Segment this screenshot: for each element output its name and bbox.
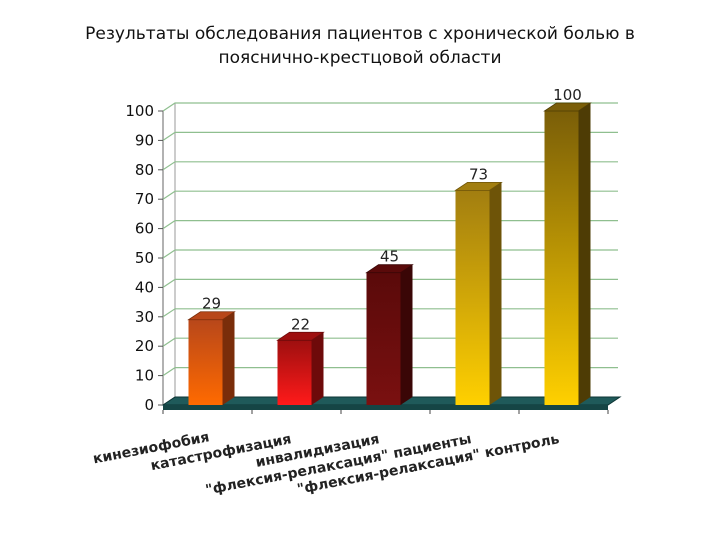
bar-top bbox=[276, 331, 325, 341]
bar-top bbox=[454, 181, 503, 191]
bar-top bbox=[187, 311, 236, 321]
bar-front bbox=[455, 190, 490, 405]
bars bbox=[187, 102, 592, 405]
bar-side bbox=[400, 264, 413, 405]
bar-5 bbox=[543, 102, 592, 405]
bar-side bbox=[311, 332, 324, 405]
bar-side bbox=[222, 311, 235, 405]
y-tick-label: 30 bbox=[135, 308, 154, 326]
bar-side bbox=[578, 103, 591, 405]
y-tick-label: 40 bbox=[135, 278, 154, 296]
chart-title-line-2: пояснично-крестцовой области bbox=[218, 48, 502, 68]
category-labels: кинезиофобиякатастрофизацияинвалидизация… bbox=[92, 429, 561, 498]
data-label: 22 bbox=[291, 315, 310, 333]
y-tick-label: 80 bbox=[135, 161, 154, 179]
bar-front bbox=[188, 319, 223, 405]
bar-3 bbox=[365, 264, 414, 405]
y-tick-label: 60 bbox=[135, 220, 154, 238]
bar-top bbox=[543, 102, 592, 112]
bar-front bbox=[366, 272, 401, 405]
bar-front bbox=[544, 111, 579, 405]
data-label: 45 bbox=[380, 248, 399, 266]
bar-top bbox=[365, 264, 414, 274]
data-label: 73 bbox=[469, 165, 488, 183]
chart-title: Результаты обследования пациентов с хрон… bbox=[0, 22, 720, 70]
bar-2 bbox=[276, 331, 325, 405]
y-tick-label: 50 bbox=[135, 249, 154, 267]
y-axis: 0 10 20 30 40 50 60 70 80 90 100 bbox=[125, 102, 163, 414]
bar-front bbox=[277, 340, 312, 405]
bar-1 bbox=[187, 311, 236, 405]
gridline bbox=[162, 161, 618, 171]
y-tick-label: 70 bbox=[135, 190, 154, 208]
data-label: 29 bbox=[202, 295, 221, 313]
chart-title-line-1: Результаты обследования пациентов с хрон… bbox=[85, 24, 635, 44]
bar-4 bbox=[454, 181, 503, 405]
data-labels: 29 22 45 73 100 bbox=[202, 86, 582, 333]
gridline bbox=[162, 131, 618, 141]
y-tick-label: 100 bbox=[125, 102, 154, 120]
gridline bbox=[162, 102, 618, 112]
data-label: 100 bbox=[553, 86, 582, 104]
y-tick-label: 90 bbox=[135, 131, 154, 149]
y-tick-label: 20 bbox=[135, 337, 154, 355]
y-tick-label: 0 bbox=[144, 396, 154, 414]
floor-front bbox=[163, 405, 608, 410]
y-tick-label: 10 bbox=[135, 367, 154, 385]
bar-side bbox=[489, 182, 502, 405]
